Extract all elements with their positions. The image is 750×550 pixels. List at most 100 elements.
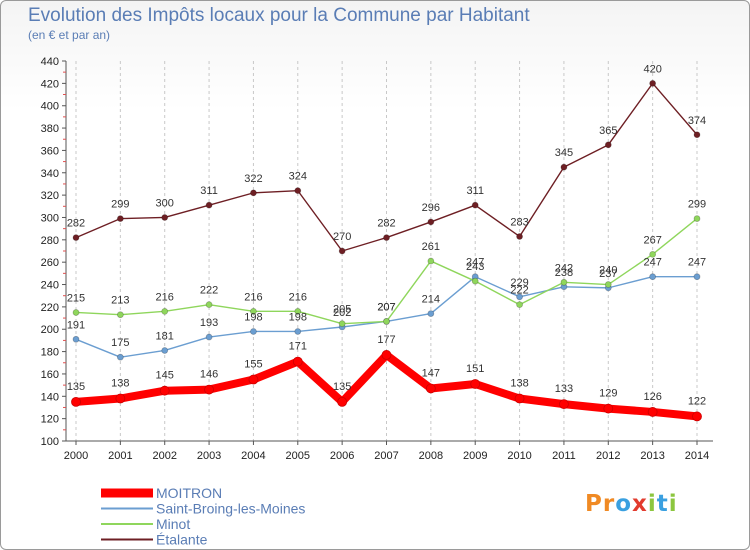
data-label: 207 [377,301,395,313]
data-label: 267 [643,234,661,246]
data-point [72,335,80,343]
x-tick-label: 2014 [685,450,709,462]
data-point [693,131,701,139]
data-label: 146 [200,369,218,381]
logo-letter: i [647,491,657,517]
data-point [514,393,525,404]
series-lines [71,79,702,422]
y-tick-label: 100 [41,436,59,448]
data-point [647,407,658,417]
data-label: 238 [555,267,573,279]
data-label: 216 [244,291,262,303]
data-point [338,320,346,328]
data-point [115,393,126,404]
data-point [159,385,170,396]
data-point [693,215,701,222]
y-tick-label: 160 [41,369,59,381]
data-label: 135 [333,381,351,393]
data-label: 296 [422,202,440,214]
y-tick-label: 140 [41,391,59,403]
data-label: 299 [688,199,706,211]
data-point [427,310,435,317]
proxiti-logo: Proxiti [585,491,678,517]
logo-letter: o [615,491,633,517]
data-point [425,383,436,394]
data-point [294,187,302,195]
x-tick-label: 2013 [640,450,664,462]
data-point [248,374,259,385]
logo-letter: P [585,491,603,517]
data-point [294,307,302,315]
data-label: 181 [156,330,174,342]
x-tick-label: 2006 [330,450,354,462]
data-point [471,277,479,285]
data-label: 198 [289,311,307,323]
data-label: 175 [111,337,129,349]
data-point [470,379,481,389]
axes: 2000 2001 2002 2003 2004 2005 2006 2007 2008 2009… [41,56,713,462]
x-tick-label: 2012 [596,450,620,462]
data-label: 177 [377,334,395,346]
series-minot [72,215,701,328]
y-tick-label: 120 [41,414,59,426]
data-point [559,399,569,410]
data-label: 365 [599,125,617,137]
data-label: 202 [333,307,351,319]
data-label: 155 [244,359,262,371]
data-point [161,347,169,354]
data-point [337,396,348,407]
chart-subtitle: (en € et par an) [28,28,111,42]
y-tick-label: 300 [41,212,59,224]
data-label: 207 [377,301,395,313]
data-point [560,278,568,286]
x-tick-label: 2007 [374,450,398,462]
x-tick-label: 2010 [507,450,531,462]
data-label: 135 [67,381,85,393]
data-label: 147 [422,367,440,379]
data-point [381,350,392,360]
data-point [649,250,657,258]
data-label: 282 [377,218,395,230]
y-tick-label: 260 [41,257,59,269]
data-point [383,234,390,241]
data-point [604,281,612,288]
legend-label: Saint-Broing-les-Moines [156,501,305,517]
data-point [427,257,435,265]
data-point [116,215,124,222]
data-point [116,311,124,319]
data-label: 205 [333,304,351,316]
y-tick-label: 320 [41,190,59,202]
data-point [516,301,523,309]
data-point [161,307,169,315]
y-tick-label: 280 [41,235,59,247]
data-point [116,353,124,361]
data-label: 247 [466,257,484,269]
data-label: 247 [643,257,661,269]
x-tick-label: 2002 [152,450,176,462]
logo-letter: i [668,491,678,517]
data-label: 283 [510,216,528,228]
data-label: 145 [156,370,174,382]
y-tick-label: 340 [41,168,59,180]
data-label: 138 [111,378,129,390]
data-point [516,293,523,301]
data-point [604,141,612,149]
grid-lines [75,61,698,441]
data-label: 222 [510,285,528,297]
y-tick-label: 380 [41,123,59,135]
data-label: 171 [289,341,307,353]
data-point [205,201,213,209]
data-labels: 282 299 300 311 322 324 270 282 296 311 283 345 365 4… [67,63,706,407]
data-label: 216 [156,291,174,303]
data-label: 138 [510,378,528,390]
data-point [693,273,701,281]
logo-letter: x [632,491,648,517]
data-label: 345 [555,147,573,159]
data-label: 193 [200,317,218,329]
x-tick-label: 2005 [286,450,310,462]
legend-label: Étalante [156,532,208,548]
data-label: 324 [289,171,307,183]
data-point [205,301,213,309]
data-point [692,411,702,422]
